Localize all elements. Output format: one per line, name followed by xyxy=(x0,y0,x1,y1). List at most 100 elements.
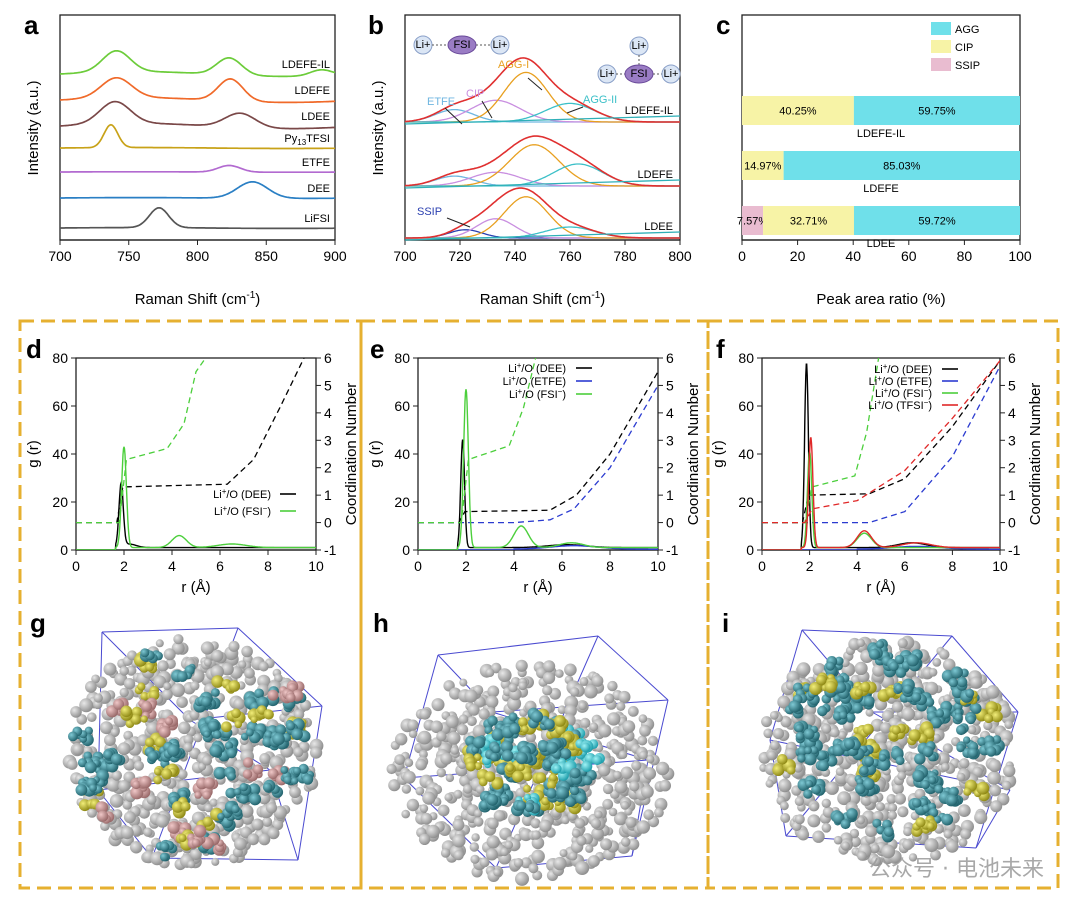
solvent-sphere xyxy=(602,798,614,810)
inset-li-label: Li+ xyxy=(493,39,508,51)
cluster-sphere-gTeal xyxy=(508,712,518,722)
solvent-sphere xyxy=(769,711,779,720)
solvent-sphere xyxy=(518,681,527,691)
cluster-sphere-gTeal xyxy=(280,766,289,774)
cluster-sphere-gYel xyxy=(145,662,154,672)
peak-label-ETFE: ETFE xyxy=(427,96,455,108)
cluster-sphere-gYel xyxy=(120,705,133,718)
cluster-sphere-gYel xyxy=(178,834,187,842)
cluster-sphere-gTeal xyxy=(878,759,891,771)
peak-label-AGG-II: AGG-II xyxy=(583,94,617,106)
panel-e-x-tick-label: 10 xyxy=(650,558,666,574)
md-snapshot-g xyxy=(62,627,324,871)
cluster-sphere-gTeal xyxy=(292,766,302,776)
solvent-sphere xyxy=(901,707,916,721)
x-axis-title-e: r (Å) xyxy=(523,579,552,596)
solvent-sphere xyxy=(228,640,240,652)
cluster-sphere-gYel xyxy=(140,715,148,723)
solvent-sphere xyxy=(942,658,956,672)
solvent-sphere xyxy=(956,772,966,782)
cluster-sphere-gTeal xyxy=(878,753,887,762)
sim-box-edge xyxy=(801,629,953,637)
y2-tick-label-f: 0 xyxy=(1008,515,1016,531)
solvent-sphere xyxy=(784,748,797,760)
solvent-sphere xyxy=(1004,720,1014,729)
inset-li-ion-right xyxy=(490,35,510,55)
cluster-sphere-gTeal xyxy=(176,671,188,682)
panel-e-x-tick-label: 2 xyxy=(462,558,470,574)
cluster-sphere-gTeal xyxy=(515,752,528,765)
cluster-sphere-gTeal xyxy=(992,735,1002,744)
solvent-sphere xyxy=(401,784,412,794)
legend-label-Li+/O (DEE): Li+/O (DEE) xyxy=(213,487,271,501)
cluster-sphere-gTeal xyxy=(803,752,817,766)
cluster-sphere-gTeal xyxy=(817,705,828,717)
cluster-sphere-gTeal xyxy=(283,775,292,785)
solvent-sphere xyxy=(1003,764,1016,778)
peak-arrow-1 xyxy=(481,100,493,119)
watermark: 公众号 · 电池未来 xyxy=(869,857,1044,882)
solvent-sphere xyxy=(104,734,116,746)
bar-AGG-LDEFE xyxy=(783,151,1020,180)
solvent-sphere xyxy=(177,769,188,780)
sim-box-edge xyxy=(237,627,323,707)
plot-frame-d xyxy=(75,357,317,551)
solvent-sphere xyxy=(244,667,255,679)
solvent-sphere xyxy=(210,665,224,679)
cluster-sphere-gYel xyxy=(474,762,483,771)
solvent-sphere xyxy=(415,758,427,771)
panel-label-d: d xyxy=(26,334,42,364)
legend-label-Li+/O (DEE): Li+/O (DEE) xyxy=(874,362,932,376)
cluster-sphere-gPink xyxy=(97,810,109,822)
cluster-sphere-gTeal xyxy=(209,744,223,758)
solvent-sphere xyxy=(507,696,522,711)
y-axis-title-e: g (r) xyxy=(367,440,384,468)
solvent-sphere xyxy=(458,714,469,724)
cluster-sphere-gYel xyxy=(523,772,533,782)
y-tick-label-f: 20 xyxy=(738,494,754,510)
y-tick-label-f: 40 xyxy=(738,446,754,462)
solvent-sphere xyxy=(833,835,843,845)
cluster-sphere-gPink xyxy=(253,764,264,775)
solvent-sphere xyxy=(618,750,628,759)
panel-d-x-tick-label: 2 xyxy=(120,558,128,574)
plot-area-e xyxy=(418,358,658,550)
solvent-sphere xyxy=(575,861,590,875)
rdf-line-Li+/O (DEE) xyxy=(418,439,658,550)
solvent-sphere xyxy=(240,804,254,818)
solvent-sphere xyxy=(479,857,490,868)
solvent-sphere xyxy=(418,833,431,845)
solvent-sphere xyxy=(403,770,416,784)
solvent-sphere xyxy=(559,849,568,858)
cluster-sphere-gTeal xyxy=(582,775,593,786)
inset-li-label: Li+ xyxy=(632,40,647,52)
sample-label-LDEE: LDEE xyxy=(644,221,673,233)
solvent-sphere xyxy=(613,812,627,826)
spectrum-line-ETFE xyxy=(60,164,335,174)
solvent-sphere xyxy=(473,816,484,827)
cluster-sphere-gTeal xyxy=(894,654,905,665)
solvent-sphere xyxy=(543,660,556,673)
y2-tick-label-d: 6 xyxy=(324,350,332,366)
chart-panel-c: 0 20 40 60 80 100 Peak area ratio (%) 40.25% 59.… xyxy=(737,14,1032,308)
solvent-sphere xyxy=(854,661,868,676)
solvent-sphere xyxy=(531,836,545,850)
solvent-sphere xyxy=(193,733,203,743)
inset-li-label: Li+ xyxy=(600,68,615,80)
solvent-sphere xyxy=(574,818,586,829)
solvent-sphere xyxy=(189,709,200,720)
solvent-sphere xyxy=(70,706,82,718)
solvent-sphere xyxy=(119,666,129,676)
cluster-sphere-gTeal xyxy=(924,697,935,707)
solvent-sphere xyxy=(796,662,811,677)
solvent-sphere xyxy=(766,750,777,761)
inset-fsi-label: FSI xyxy=(630,68,647,80)
solvent-sphere xyxy=(957,804,971,817)
solvent-sphere xyxy=(941,762,950,772)
solvent-sphere xyxy=(618,690,631,704)
solvent-sphere xyxy=(467,704,480,716)
cluster-sphere-gTeal xyxy=(500,797,508,805)
solvent-sphere xyxy=(189,747,201,760)
solvent-sphere xyxy=(233,698,245,710)
cluster-sphere-gYel xyxy=(484,771,496,782)
